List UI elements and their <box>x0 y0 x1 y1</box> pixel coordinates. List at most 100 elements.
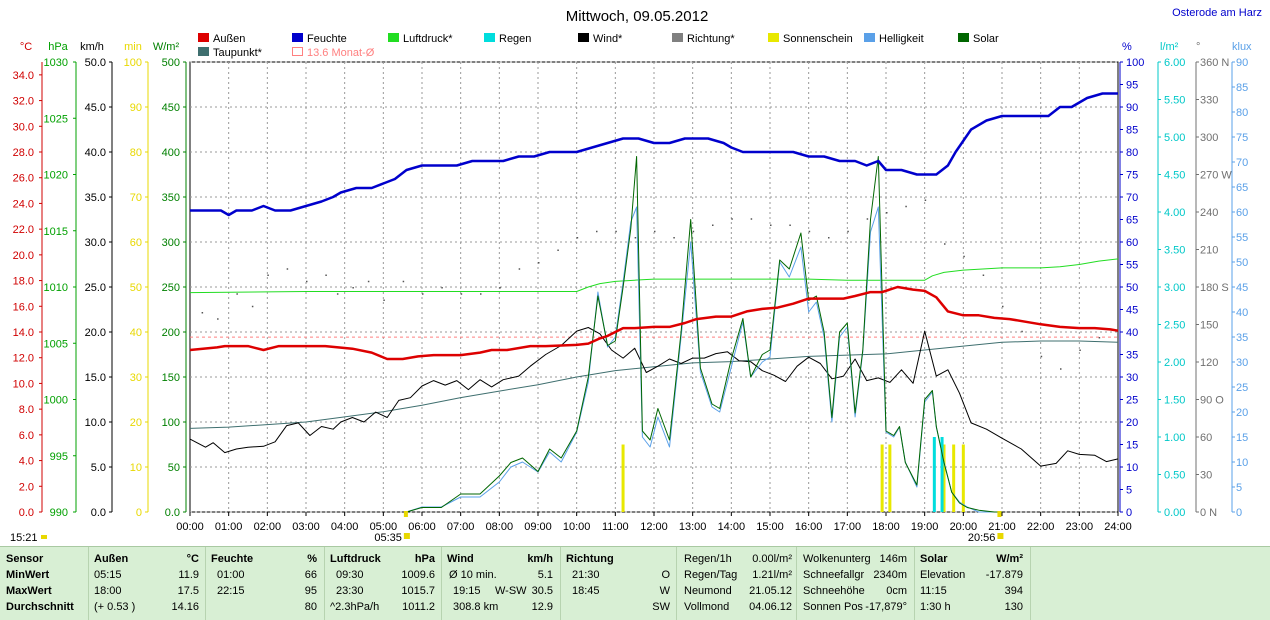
press-tick-label: 1005 <box>44 338 68 350</box>
richtung-dot <box>750 218 753 220</box>
sunset-marker <box>997 511 1002 517</box>
aussen-avg-delta: (+ 0.53 ) <box>94 601 136 613</box>
richtung-dot <box>352 287 354 289</box>
sonnenschein-bar <box>621 444 625 512</box>
hum-tick-label: 10 <box>1126 462 1138 474</box>
rain-tick-label: 2.50 <box>1164 320 1185 332</box>
richtung-dot <box>1021 330 1023 333</box>
fullmoon-value: 04.06.12 <box>749 601 792 613</box>
richtung-dot <box>367 280 370 283</box>
rain-tick-label: 4.50 <box>1164 170 1185 182</box>
richtung-dot <box>286 268 289 270</box>
klux-tick-label: 65 <box>1236 182 1248 194</box>
richtung-dot <box>441 287 443 289</box>
temp-tick-label: 24.0 <box>13 198 34 210</box>
dir-tick-label: 270 W <box>1200 170 1232 182</box>
rain-tick-label: 0.50 <box>1164 470 1185 482</box>
wind-tick-label: 45.0 <box>85 102 106 114</box>
luftdruck-max-value: 1015.7 <box>401 585 435 597</box>
feuchte-min-time: 01:00 <box>217 569 245 581</box>
solar-tick-label: 100 <box>162 417 180 429</box>
min-axis-unit: min <box>124 41 142 53</box>
feuchte-min-value: 66 <box>304 569 317 581</box>
min-tick-label: 20 <box>130 417 142 429</box>
sunrise-label: 05:35 <box>374 532 402 544</box>
sunset-label: 20:56 <box>968 532 996 544</box>
current-time-label: 15:21 <box>10 532 38 544</box>
weather-chart: Mittwoch, 09.05.2012 Osterode am Harz 00:0… <box>10 7 1262 544</box>
hum-tick-label: 85 <box>1126 125 1138 137</box>
richtung-dot <box>325 274 327 276</box>
richtung-dot <box>944 243 946 245</box>
aussen-avg-value: 14.16 <box>171 601 199 613</box>
klux-tick-label: 5 <box>1236 482 1242 494</box>
richtung-max-value: W <box>659 585 670 597</box>
hum-tick-label: 95 <box>1126 80 1138 92</box>
press-tick-label: 1020 <box>44 170 68 182</box>
rain-column: Regen/1h 0.00l/m² Regen/Tag 1.21l/m² Neumo… <box>684 551 792 615</box>
außen-series-line <box>189 285 1119 361</box>
legend-swatch <box>958 33 969 42</box>
klux-tick-label: 0 <box>1236 507 1242 519</box>
sunrise-marker <box>403 511 408 517</box>
richtung-dot <box>422 293 424 295</box>
richtung-header: Richtung <box>566 553 614 565</box>
wind-tick-label: 15.0 <box>85 372 106 384</box>
richtung-dot <box>692 230 695 233</box>
legend-label: Regen <box>499 33 531 45</box>
stats-row-labels: Sensor MinWert MaxWert Durchschnitt <box>6 551 86 615</box>
legend-swatch <box>672 33 683 42</box>
temp-axis-unit: °C <box>20 41 32 53</box>
legend-swatch <box>768 33 779 42</box>
temp-tick-label: 4.0 <box>19 456 34 468</box>
klux-tick-label: 10 <box>1236 457 1248 469</box>
wind-tick-label: 35.0 <box>85 192 106 204</box>
x-tick-label: 18:00 <box>872 521 900 533</box>
richtung-dot <box>518 268 521 270</box>
richtung-dot <box>460 293 463 295</box>
chart-title: Mittwoch, 09.05.2012 <box>566 8 709 25</box>
sunset-sun-icon <box>997 533 1004 539</box>
feuchte-max-value: 95 <box>304 585 317 597</box>
snowline-value: 2340m <box>873 569 907 581</box>
hum-tick-label: 40 <box>1126 327 1138 339</box>
luftdruck-min-time: 09:30 <box>336 569 364 581</box>
x-tick-label: 09:00 <box>524 521 552 533</box>
solar-tick-label: 350 <box>162 192 180 204</box>
dir-tick-label: 300 <box>1200 132 1218 144</box>
x-tick-label: 23:00 <box>1066 521 1094 533</box>
richtung-dot <box>538 262 540 264</box>
temp-tick-label: 10.0 <box>13 378 34 390</box>
luftdruck-avg-value: 1011.2 <box>402 601 435 613</box>
min-tick-label: 100 <box>124 57 142 69</box>
rain-tick-label: 2.00 <box>1164 357 1185 369</box>
wind-max-direction: W-SW <box>495 585 527 597</box>
richtung-dot <box>1098 337 1101 339</box>
richtung-dot <box>847 230 849 233</box>
richtung-dot <box>828 237 830 239</box>
richtung-dot <box>201 312 204 314</box>
wind-tick-label: 25.0 <box>85 282 106 294</box>
newmoon-label: Neumond <box>684 585 732 597</box>
richtung-dot <box>1002 305 1004 308</box>
legend-label: Taupunkt* <box>213 47 263 59</box>
klux-tick-label: 20 <box>1236 407 1248 419</box>
klux-tick-label: 75 <box>1236 132 1248 144</box>
dir-tick-label: 180 S <box>1200 282 1229 294</box>
richtung-dot <box>905 205 907 208</box>
luftdruck-column: Luftdruck hPa 09:30 1009.6 23:30 1015.7 ^2.… <box>330 551 435 615</box>
elevation-value: -17.879 <box>985 569 1023 581</box>
x-tick-label: 10:00 <box>563 521 591 533</box>
hum-tick-label: 70 <box>1126 192 1138 204</box>
press-tick-label: 1030 <box>44 57 68 69</box>
min-tick-label: 10 <box>130 462 142 474</box>
klux-tick-label: 15 <box>1236 432 1248 444</box>
x-tick-label: 11:00 <box>602 521 629 533</box>
richtung-dot <box>866 218 869 220</box>
min-tick-label: 90 <box>130 102 142 114</box>
x-tick-label: 16:00 <box>795 521 823 533</box>
klux-axis-unit: klux <box>1232 41 1252 53</box>
min-tick-label: 0 <box>136 507 142 519</box>
klux-tick-label: 40 <box>1236 307 1248 319</box>
richtung-avg-value: SW <box>652 601 670 613</box>
